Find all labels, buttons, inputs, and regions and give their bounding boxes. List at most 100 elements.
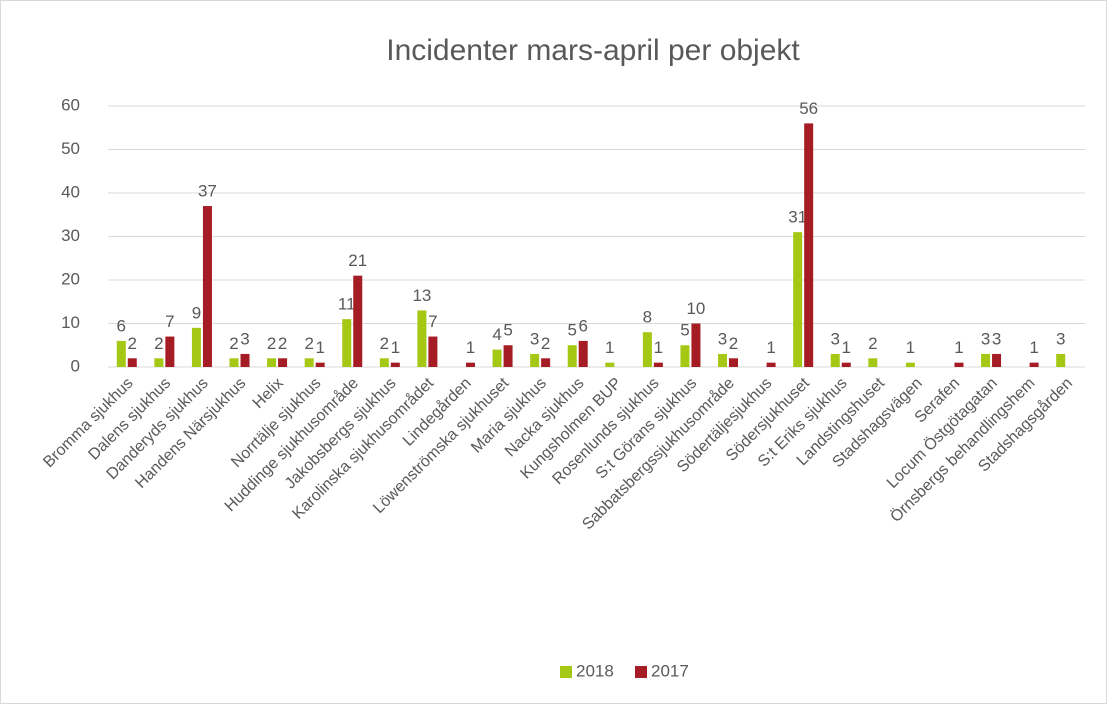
bar	[1029, 362, 1039, 367]
bar	[567, 345, 577, 367]
bar	[240, 353, 250, 367]
bar	[905, 362, 915, 367]
y-tick-label: 30	[61, 226, 80, 245]
bar	[229, 358, 239, 367]
bar	[304, 358, 314, 367]
y-tick-label: 10	[61, 313, 80, 332]
y-tick-label: 0	[71, 356, 80, 375]
data-label: 6	[117, 316, 126, 335]
bar	[353, 275, 363, 367]
bar	[278, 358, 288, 367]
bar	[954, 362, 964, 367]
bar	[267, 358, 277, 367]
data-label: 5	[680, 321, 689, 340]
data-label: 1	[605, 338, 614, 357]
data-label: 4	[492, 325, 501, 344]
bar	[680, 345, 690, 367]
data-label: 3	[831, 329, 840, 348]
bar	[642, 332, 652, 367]
data-label: 2	[278, 334, 287, 353]
bar	[605, 362, 615, 367]
legend-swatch	[635, 666, 647, 678]
bar	[830, 353, 840, 367]
data-label: 2	[128, 334, 137, 353]
bar	[766, 362, 776, 367]
y-tick-label: 50	[61, 139, 80, 158]
legend-label: 2018	[576, 661, 614, 680]
data-label: 2	[380, 334, 389, 353]
data-label: 2	[729, 334, 738, 353]
data-label: 3	[981, 329, 990, 348]
data-label: 13	[412, 286, 431, 305]
data-label: 3	[1056, 329, 1065, 348]
y-tick-label: 60	[61, 95, 80, 114]
data-label: 1	[954, 338, 963, 357]
bar	[116, 340, 126, 367]
bar	[492, 349, 502, 367]
data-label: 3	[240, 329, 249, 348]
data-label: 9	[192, 303, 201, 322]
bar	[530, 353, 540, 367]
data-label: 7	[428, 312, 437, 331]
legend-label: 2017	[651, 661, 689, 680]
bar	[191, 327, 201, 367]
bar	[315, 362, 325, 367]
bar	[390, 362, 400, 367]
data-label: 1	[906, 338, 915, 357]
data-label: 3	[718, 329, 727, 348]
bar	[465, 362, 475, 367]
data-label: 1	[842, 338, 851, 357]
data-label: 2	[541, 334, 550, 353]
data-label: 8	[643, 308, 652, 327]
data-label: 2	[229, 334, 238, 353]
data-label: 31	[788, 208, 807, 227]
bar	[417, 310, 427, 367]
bar	[691, 323, 701, 367]
legend-swatch	[560, 666, 572, 678]
y-tick-label: 20	[61, 269, 80, 288]
bar	[165, 336, 175, 367]
data-label: 1	[654, 338, 663, 357]
bar	[202, 206, 212, 367]
bar	[981, 353, 991, 367]
data-label: 2	[267, 334, 276, 353]
bar	[1056, 353, 1066, 367]
bar	[804, 123, 814, 368]
data-label: 1	[1029, 338, 1038, 357]
bar	[428, 336, 438, 367]
bar	[718, 353, 728, 367]
bar	[127, 358, 137, 367]
bar	[868, 358, 878, 367]
bar	[154, 358, 164, 367]
data-label: 2	[154, 334, 163, 353]
bar	[342, 319, 352, 367]
data-label: 10	[686, 299, 705, 318]
data-label: 3	[992, 329, 1001, 348]
data-label: 5	[503, 321, 512, 340]
bar	[793, 232, 803, 367]
chart-title: Incidenter mars-april per objekt	[386, 34, 800, 67]
data-label: 2	[868, 334, 877, 353]
data-label: 1	[315, 338, 324, 357]
bar	[503, 345, 513, 367]
y-tick-label: 40	[61, 182, 80, 201]
data-label: 3	[530, 329, 539, 348]
bar	[541, 358, 551, 367]
data-label: 56	[799, 99, 818, 118]
data-label: 1	[466, 338, 475, 357]
data-label: 2	[304, 334, 313, 353]
data-label: 21	[348, 251, 367, 270]
data-label: 11	[338, 295, 356, 314]
data-label: 1	[391, 338, 400, 357]
data-label: 5	[567, 321, 576, 340]
data-label: 1	[766, 338, 775, 357]
bar	[578, 340, 588, 367]
bar	[841, 362, 851, 367]
data-label: 6	[578, 316, 587, 335]
data-label: 7	[165, 312, 174, 331]
bar	[992, 353, 1002, 367]
data-label: 37	[198, 182, 217, 201]
bar	[653, 362, 663, 367]
